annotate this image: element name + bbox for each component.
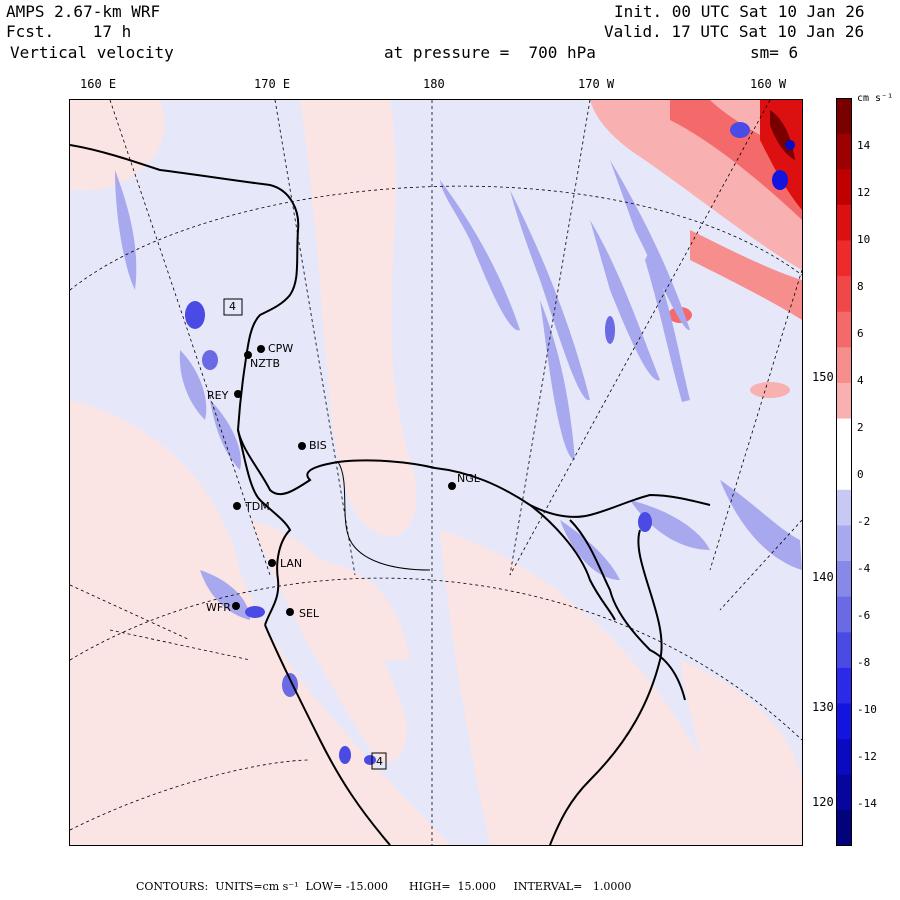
colorbar <box>836 98 852 846</box>
init-time: Init. 00 UTC Sat 10 Jan 26 <box>614 2 865 21</box>
strong-updraft-band <box>590 100 802 398</box>
station-markers <box>232 345 456 616</box>
station-cpw: CPW <box>268 342 294 355</box>
colorbar-swatch <box>836 561 852 598</box>
colorbar-swatch <box>836 454 852 491</box>
station-sel: SEL <box>299 607 320 620</box>
colorbar-swatch <box>836 489 852 526</box>
colorbar-swatch <box>836 703 852 740</box>
colorbar-swatch <box>836 596 852 633</box>
smoothing-value: sm= 6 <box>750 43 799 62</box>
colorbar-swatch <box>836 276 852 313</box>
colorbar-swatch <box>836 311 852 348</box>
map-frame <box>69 99 803 846</box>
colorbar-tick-label: 0 <box>857 468 864 481</box>
colorbar-tick-label: -2 <box>857 515 871 528</box>
colorbar-swatch <box>836 774 852 811</box>
lon-label-170w: 170 W <box>578 77 615 91</box>
colorbar-tick-label: 14 <box>857 139 871 152</box>
colorbar-tick-label: -4 <box>857 562 871 575</box>
pressure-level: at pressure = 700 hPa <box>384 43 596 62</box>
colorbar-swatch <box>836 240 852 277</box>
colorbar-tick-label: 10 <box>857 233 871 246</box>
colorbar-tick-label: 6 <box>857 327 864 340</box>
colorbar-swatch <box>836 382 852 420</box>
valid-time: Valid. 17 UTC Sat 10 Jan 26 <box>604 22 865 41</box>
colorbar-units: cm s⁻¹ <box>857 93 894 104</box>
vertical-velocity-map <box>70 100 802 845</box>
colorbar-tick-label: 2 <box>857 421 864 434</box>
colorbar-swatch <box>836 347 852 384</box>
colorbar-tick-label: -12 <box>857 750 877 763</box>
station-bis: BIS <box>309 439 327 452</box>
colorbar-tick-label: 4 <box>857 374 864 387</box>
colorbar-swatch <box>836 133 852 170</box>
contour-info: CONTOURS: UNITS=cm s⁻¹ LOW= -15.000 HIGH… <box>136 880 632 893</box>
graticule-lines <box>70 100 802 845</box>
station-rey: REY <box>207 389 229 402</box>
strong-downdraft-cells <box>185 122 795 765</box>
marker-label-2: 4 <box>376 755 383 768</box>
colorbar-swatch <box>836 98 852 135</box>
colorbar-tick-label: -6 <box>857 609 871 622</box>
colorbar-swatch <box>836 632 852 669</box>
station-wfr: WFR <box>206 601 231 614</box>
colorbar-swatch <box>836 525 852 562</box>
ice-shelf-edge <box>337 461 431 571</box>
colorbar-swatch <box>836 169 852 206</box>
station-tdm: TDM <box>245 500 270 513</box>
lon-label-160w: 160 W <box>750 77 787 91</box>
station-nztb: NZTB <box>250 357 281 370</box>
lon-label-160e: 160 E <box>80 77 117 91</box>
colorbar-tick-label: 8 <box>857 280 864 293</box>
colorbar-tick-label: -14 <box>857 797 877 810</box>
field-name: Vertical velocity <box>10 43 174 62</box>
lon-label-170e: 170 E <box>254 77 291 91</box>
colorbar-border <box>836 98 852 846</box>
marker-label-1: 4 <box>229 300 236 313</box>
colorbar-swatch <box>836 667 852 705</box>
colorbar-tick-label: -10 <box>857 703 877 716</box>
boxed-markers <box>223 298 387 770</box>
model-title: AMPS 2.67-km WRF <box>6 2 161 21</box>
colorbar-swatch <box>836 810 852 846</box>
station-lan: LAN <box>280 557 303 570</box>
coastline <box>70 144 711 845</box>
weak-updraft-areas <box>70 100 802 845</box>
forecast-hour: Fcst. 17 h <box>6 22 132 41</box>
colorbar-tick-label: 12 <box>857 186 871 199</box>
colorbar-swatch <box>836 418 852 455</box>
colorbar-swatch <box>836 204 852 241</box>
colorbar-tick-label: -8 <box>857 656 871 669</box>
station-ngl: NGL <box>457 472 480 485</box>
lon-label-180: 180 <box>423 77 445 91</box>
colorbar-swatch <box>836 739 852 776</box>
